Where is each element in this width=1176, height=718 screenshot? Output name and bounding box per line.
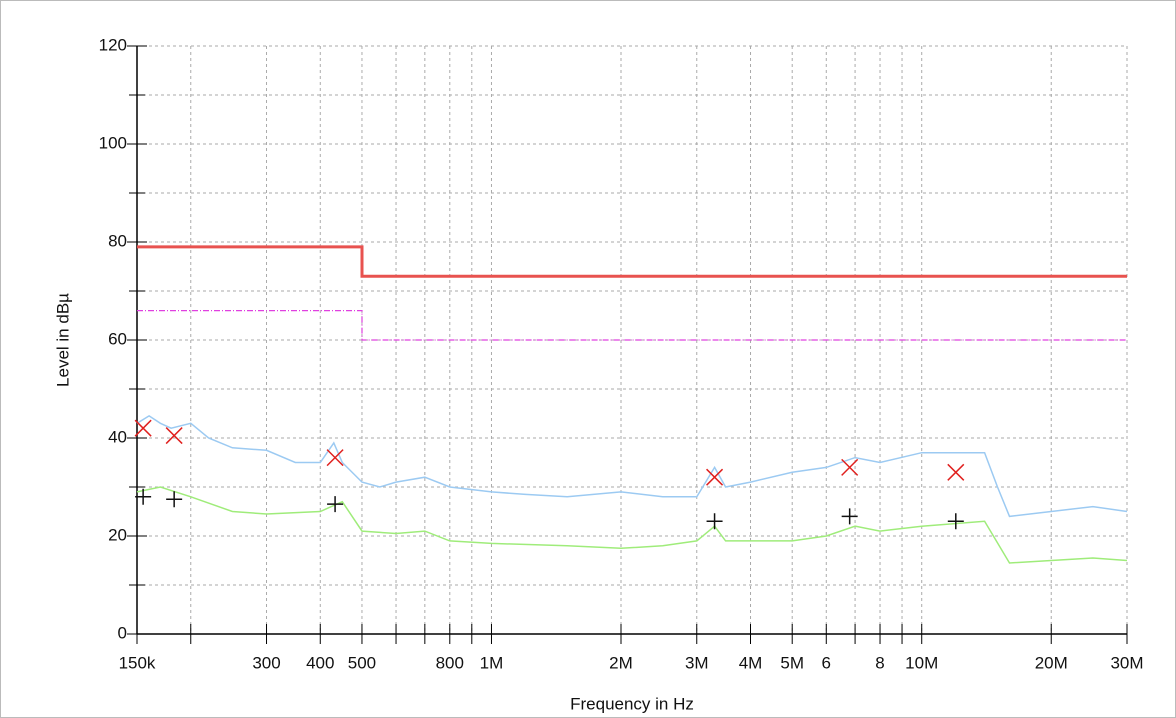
x-tick-label: 400 bbox=[306, 653, 334, 672]
y-tick-label: 120 bbox=[99, 35, 127, 54]
x-tick-label: 3M bbox=[685, 653, 709, 672]
marker bbox=[706, 468, 724, 486]
x-tick-label: 5M bbox=[780, 653, 804, 672]
y-tick-label: 80 bbox=[108, 231, 127, 250]
trace bbox=[137, 245, 1127, 278]
x-tick-label: 6 bbox=[822, 653, 831, 672]
marker bbox=[841, 458, 859, 476]
x-tick-label: 300 bbox=[252, 653, 280, 672]
y-tick-label: 20 bbox=[108, 525, 127, 544]
marker bbox=[135, 488, 152, 505]
marker bbox=[706, 513, 723, 530]
x-tick-label: 8 bbox=[875, 653, 884, 672]
x-axis-label: Frequency in Hz bbox=[570, 694, 694, 713]
marker bbox=[947, 513, 964, 530]
trace bbox=[136, 415, 1128, 518]
y-tick-label: 40 bbox=[108, 427, 127, 446]
x-tick-label: 20M bbox=[1035, 653, 1068, 672]
y-tick-label: 0 bbox=[118, 623, 127, 642]
marker bbox=[947, 463, 965, 481]
x-tick-label: 30M bbox=[1110, 653, 1143, 672]
y-tick-label: 100 bbox=[99, 133, 127, 152]
x-tick-label: 150k bbox=[119, 653, 156, 672]
y-tick-label: 60 bbox=[108, 329, 127, 348]
x-tick-label: 10M bbox=[905, 653, 938, 672]
x-tick-label: 1M bbox=[480, 653, 504, 672]
marker bbox=[327, 496, 344, 513]
marker bbox=[134, 419, 152, 437]
x-tick-label: 4M bbox=[739, 653, 763, 672]
trace bbox=[136, 486, 1128, 564]
marker bbox=[326, 449, 344, 467]
x-tick-label: 2M bbox=[609, 653, 633, 672]
y-axis-label: Level in dBµ bbox=[53, 293, 72, 387]
trace bbox=[137, 310, 1127, 341]
marker bbox=[165, 427, 183, 445]
x-tick-label: 500 bbox=[348, 653, 376, 672]
marker bbox=[841, 508, 858, 525]
x-tick-label: 800 bbox=[436, 653, 464, 672]
marker bbox=[166, 491, 183, 508]
